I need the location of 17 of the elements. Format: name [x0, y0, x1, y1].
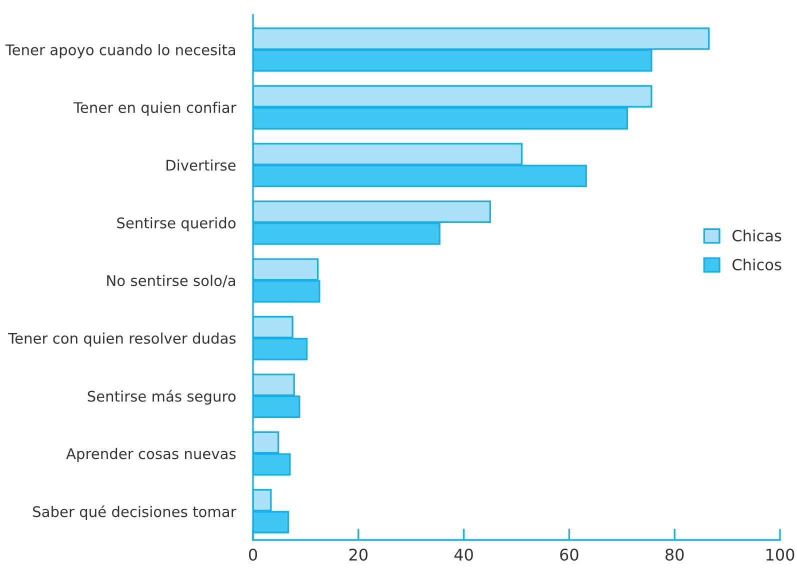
x-tick-label: 80 [666, 548, 684, 561]
y-tick-label: Sentirse más seguro [88, 390, 236, 405]
legend-label: Chicas [732, 230, 782, 242]
x-tick-label: 60 [560, 548, 578, 561]
y-tick-label: Divertirse [166, 159, 236, 171]
x-tick-label: 100 [766, 548, 794, 561]
y-tick-label: Tener apoyo cuando lo necesita [5, 44, 236, 58]
x-tick-label: 20 [349, 548, 368, 561]
y-tick-label: Tener en quien confiar [73, 102, 236, 116]
y-tick-label: Aprender cosas nuevas [66, 448, 236, 462]
y-tick-label: Sentirse querido [117, 217, 236, 232]
y-tick-label: Saber qué decisiones tomar [33, 505, 236, 520]
y-tick-label: No sentirse solo/a [107, 274, 236, 288]
x-tick-label: 40 [454, 548, 473, 561]
legend-label: Chicos [732, 258, 782, 270]
x-tick-label: 0 [248, 548, 258, 561]
y-tick-label: Tener con quien resolver dudas [8, 332, 236, 347]
